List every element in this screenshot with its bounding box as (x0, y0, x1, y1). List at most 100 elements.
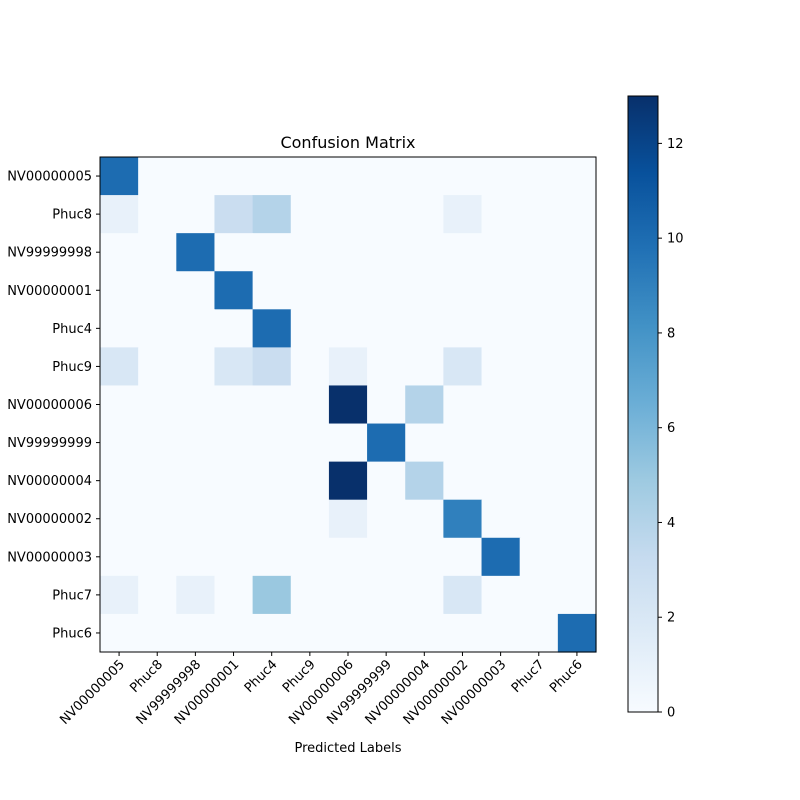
heatmap-cell (557, 157, 597, 196)
heatmap-cell (290, 537, 330, 577)
heatmap-cell (481, 347, 521, 387)
heatmap-cell (405, 575, 444, 615)
heatmap-cell (138, 537, 177, 577)
heatmap-cell (138, 233, 177, 272)
heatmap-cell (176, 575, 216, 615)
heatmap-cell (252, 195, 292, 234)
heatmap-cell (252, 537, 292, 577)
heatmap-cell (367, 385, 406, 425)
heatmap-cell (290, 347, 330, 387)
heatmap-cell (443, 613, 483, 653)
heatmap-cell (328, 195, 368, 234)
y-tick-label: NV00000003 (7, 550, 92, 565)
heatmap-cell (481, 309, 521, 348)
heatmap-cell (176, 537, 216, 577)
heatmap-cell (443, 195, 483, 234)
heatmap-cell (100, 499, 139, 539)
heatmap-cell (481, 233, 521, 272)
heatmap-cell (557, 613, 597, 653)
heatmap-cell (252, 575, 292, 615)
heatmap-cell (214, 271, 254, 310)
colorbar-tick-label: 4 (667, 516, 675, 531)
heatmap-cell (519, 613, 559, 653)
heatmap-cell (443, 537, 483, 577)
heatmap-cell (252, 499, 292, 539)
heatmap-cell (214, 575, 254, 615)
heatmap-cell (519, 309, 559, 348)
heatmap-cell (405, 195, 444, 234)
heatmap-cell (290, 613, 330, 653)
heatmap-cell (100, 423, 139, 463)
heatmap-cell (214, 499, 254, 539)
colorbar-tick-label: 0 (667, 706, 675, 721)
heatmap-cell (214, 423, 254, 463)
y-tick-label: NV00000004 (7, 474, 92, 489)
heatmap-cell (214, 613, 254, 653)
heatmap-cell (405, 271, 444, 310)
heatmap-cell (367, 461, 406, 501)
heatmap-cell (367, 309, 406, 348)
heatmap-cell (176, 347, 216, 387)
heatmap-cell (290, 575, 330, 615)
heatmap-cell (100, 461, 139, 501)
heatmap-cell (481, 613, 521, 653)
heatmap-cell (443, 157, 483, 196)
y-tick-label: Phuc9 (52, 360, 92, 375)
heatmap-cell (100, 195, 139, 234)
heatmap-cell (557, 385, 597, 425)
heatmap-cell (481, 271, 521, 310)
heatmap-cell (443, 347, 483, 387)
heatmap-cell (328, 461, 368, 501)
heatmap-cell (252, 613, 292, 653)
heatmap-cell (405, 385, 444, 425)
heatmap-cell (367, 499, 406, 539)
heatmap-cell (405, 423, 444, 463)
heatmap-cell (443, 233, 483, 272)
heatmap-cell (214, 195, 254, 234)
heatmap-cell (557, 537, 597, 577)
heatmap-cell (100, 575, 139, 615)
heatmap-cell (290, 233, 330, 272)
heatmap-cell (138, 347, 177, 387)
heatmap-cell (176, 271, 216, 310)
y-tick-label: NV99999998 (7, 246, 92, 261)
heatmap-cell (214, 157, 254, 196)
heatmap-cell (443, 461, 483, 501)
heatmap-cell (100, 537, 139, 577)
heatmap-cell (481, 423, 521, 463)
heatmap-cell (214, 385, 254, 425)
heatmap-cell (557, 271, 597, 310)
heatmap-cell (519, 461, 559, 501)
x-tick-label: Phuc4 (242, 657, 281, 696)
heatmap-cell (405, 537, 444, 577)
heatmap-cell (138, 195, 177, 234)
heatmap-cell (252, 233, 292, 272)
y-tick-label: NV00000002 (7, 512, 92, 527)
x-tick-label: NV00000005 (57, 657, 128, 728)
heatmap-cell (138, 157, 177, 196)
heatmap-cell (519, 271, 559, 310)
heatmap-cell (405, 347, 444, 387)
heatmap-cell (481, 157, 521, 196)
heatmap-cell (176, 613, 216, 653)
heatmap-cell (328, 537, 368, 577)
heatmap-cell (100, 347, 139, 387)
heatmap-cell (443, 423, 483, 463)
heatmap-cell (519, 157, 559, 196)
heatmap-cell (367, 613, 406, 653)
heatmap-cell (519, 575, 559, 615)
chart-title: Confusion Matrix (280, 133, 415, 152)
y-tick-label: NV00000006 (7, 398, 92, 413)
heatmap-cell (176, 499, 216, 539)
heatmap-cell (519, 233, 559, 272)
heatmap-cell (443, 499, 483, 539)
heatmap-cell (481, 499, 521, 539)
heatmap-cell (328, 499, 368, 539)
heatmap-cell (519, 423, 559, 463)
heatmap-cell (557, 461, 597, 501)
heatmap-cell (252, 157, 292, 196)
heatmap-cell (519, 385, 559, 425)
colorbar-gradient (627, 95, 659, 713)
heatmap-cell (176, 385, 216, 425)
heatmap-cell (367, 195, 406, 234)
